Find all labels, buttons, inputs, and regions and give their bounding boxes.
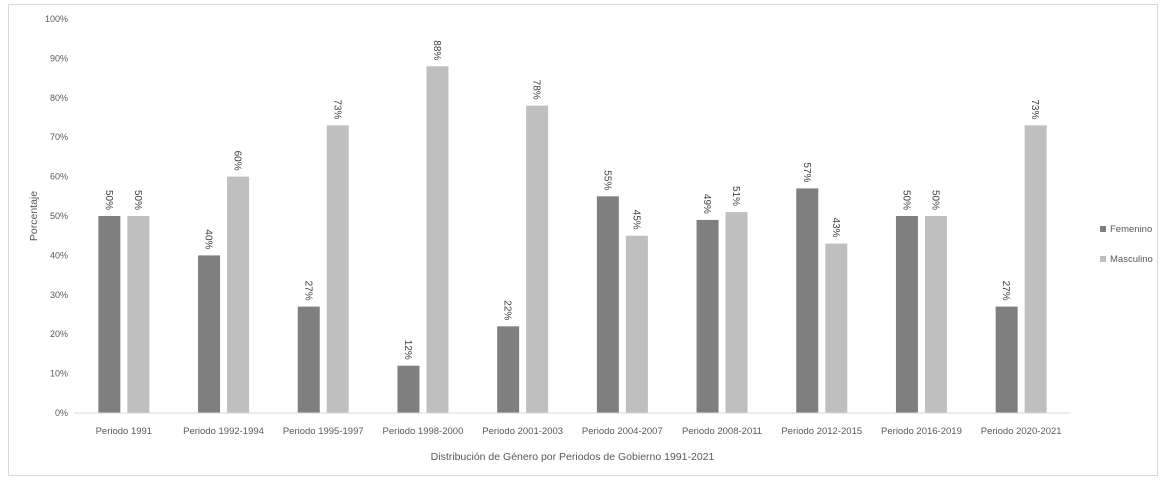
y-tick-label: 80% — [50, 93, 68, 103]
y-tick-label: 20% — [50, 329, 68, 339]
x-tick-label: Periodo 2001-2003 — [482, 426, 563, 437]
bar-femenino — [497, 326, 520, 413]
x-tick-label: Periodo 2016-2019 — [881, 426, 962, 437]
data-label: 49% — [701, 194, 712, 214]
y-tick-label: 30% — [50, 290, 68, 300]
legend: Femenino Masculino — [1100, 224, 1153, 265]
chart-frame: 0% 10% 20% 30% 40% 50% 60% 70% 80% 90% 100% 50% 50%… — [8, 4, 1158, 476]
bar-masculino — [924, 216, 947, 413]
y-tick-label: 40% — [50, 250, 68, 260]
data-label: 50% — [103, 190, 114, 210]
bar-femenino — [895, 216, 918, 413]
bar-femenino — [98, 216, 121, 413]
legend-swatch-masculino — [1100, 256, 1106, 262]
data-label: 88% — [431, 40, 442, 60]
data-label: 40% — [203, 229, 214, 249]
bar-masculino — [1024, 125, 1047, 413]
y-tick-label: 90% — [50, 53, 68, 63]
bars-group — [98, 66, 1047, 414]
data-label: 55% — [601, 170, 612, 190]
data-label: 45% — [630, 210, 641, 230]
bar-masculino — [825, 243, 848, 413]
data-label: 27% — [1000, 281, 1011, 301]
y-axis-title: Porcentaje — [28, 191, 40, 241]
bar-chart: 0%10%20%30%40%50%60%70%80%90%100% 50% 50%… — [28, 14, 1153, 463]
y-tick-label: 100% — [45, 14, 68, 24]
bar-femenino — [297, 306, 320, 413]
bar-femenino — [796, 188, 819, 413]
legend-swatch-femenino — [1100, 226, 1106, 232]
y-tick-label: 0% — [55, 408, 68, 418]
data-labels-group: 50% 50% 40% 60% 27% 73% 12% 88% 22% 78% 55% 45% 49% 5… — [103, 40, 1040, 360]
y-tick-label: 70% — [50, 132, 68, 142]
bar-masculino — [725, 212, 748, 413]
data-label: 50% — [900, 190, 911, 210]
x-tick-label: Periodo 1998-2000 — [383, 426, 464, 437]
bar-femenino — [596, 196, 619, 413]
data-label: 43% — [830, 218, 841, 238]
data-label: 73% — [331, 99, 342, 119]
legend-label-femenino: Femenino — [1110, 224, 1152, 235]
bar-masculino — [625, 235, 648, 413]
data-label: 12% — [402, 340, 413, 360]
data-label: 60% — [232, 151, 243, 171]
legend-label-masculino: Masculino — [1110, 254, 1153, 265]
x-tick-label: Periodo 1992-1994 — [183, 426, 264, 437]
data-label: 27% — [302, 281, 313, 301]
bar-femenino — [696, 219, 719, 413]
bar-femenino — [995, 306, 1018, 413]
y-tick-label: 10% — [50, 369, 68, 379]
category-labels: Periodo 1991 Periodo 1992-1994 Periodo 199… — [96, 426, 1062, 437]
bar-masculino — [526, 105, 549, 414]
data-label: 50% — [929, 190, 940, 210]
x-tick-label: Periodo 1991 — [96, 426, 153, 437]
bar-femenino — [397, 365, 420, 413]
x-axis-title: Distribución de Género por Periodos de G… — [431, 451, 715, 463]
data-label: 50% — [132, 190, 143, 210]
bar-masculino — [426, 66, 449, 413]
y-tick-label: 50% — [50, 211, 68, 221]
bar-masculino — [326, 125, 349, 413]
bar-masculino — [227, 176, 250, 413]
data-label: 22% — [502, 300, 513, 320]
y-axis-ticks: 0% 10% 20% 30% 40% 50% 60% 70% 80% 90% 100% — [45, 14, 68, 418]
bar-femenino — [198, 255, 221, 413]
data-label: 78% — [531, 80, 542, 100]
data-label: 73% — [1029, 99, 1040, 119]
x-tick-label: Periodo 1995-1997 — [283, 426, 364, 437]
x-tick-label: Periodo 2008-2011 — [682, 426, 762, 437]
data-label: 57% — [801, 162, 812, 182]
x-tick-label: Periodo 2004-2007 — [582, 426, 663, 437]
data-label: 51% — [730, 186, 741, 206]
bar-masculino — [127, 216, 150, 413]
x-tick-label: Periodo 2012-2015 — [781, 426, 862, 437]
y-tick-label: 60% — [50, 172, 68, 182]
x-tick-label: Periodo 2020-2021 — [981, 426, 1062, 437]
